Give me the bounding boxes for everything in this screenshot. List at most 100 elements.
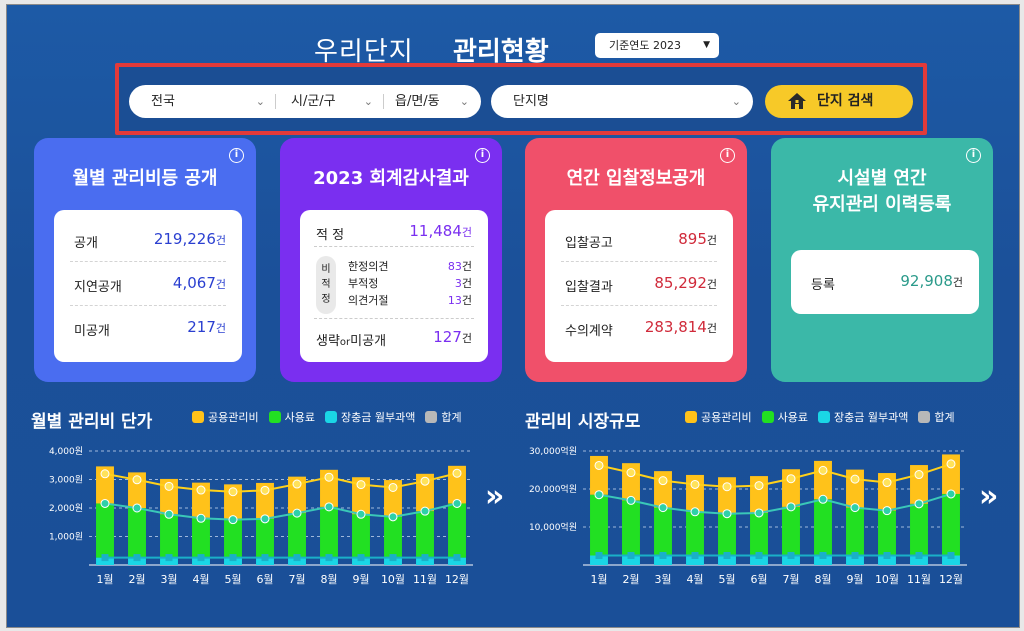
point-ltr xyxy=(133,554,141,562)
point-ltr xyxy=(851,552,859,559)
point-usage xyxy=(626,495,636,505)
city-select-label: 시/군/구 xyxy=(291,94,336,109)
point-usage xyxy=(658,503,668,513)
point-total xyxy=(100,469,110,479)
stat-value: 11,484건 xyxy=(409,222,472,240)
stat-label: 적 정 xyxy=(316,228,345,243)
bar-ltr xyxy=(942,555,960,565)
point-ltr xyxy=(325,554,333,562)
year-select[interactable]: 기준연도 2023 ▼ xyxy=(595,33,719,58)
point-usage xyxy=(594,490,604,500)
legend-item: 사용료 xyxy=(761,409,808,425)
info-icon[interactable]: i xyxy=(966,148,981,163)
stat-row: 공개 219,226건 xyxy=(70,218,226,262)
card-title-line2: 유지관리 이력등록 xyxy=(812,194,952,215)
bar-usage xyxy=(686,511,704,556)
card-stats: 적 정 11,484건 비 적 정 한정의견 부적정 의견거절 83건 3건 13건… xyxy=(300,210,488,362)
point-total xyxy=(626,468,636,478)
point-total xyxy=(722,482,732,492)
bar-usage xyxy=(160,514,178,558)
point-usage xyxy=(356,509,366,519)
stat-value: 895건 xyxy=(678,230,717,248)
line-usage xyxy=(104,502,458,521)
next-arrow-icon[interactable]: » xyxy=(485,479,505,514)
card-title: 연간 입찰정보공개 xyxy=(566,168,706,189)
stat-row: 미공개 217건 xyxy=(70,306,226,350)
point-ltr xyxy=(389,554,397,562)
point-ltr xyxy=(723,552,731,559)
region-select[interactable]: 전국 ⌄ xyxy=(151,85,271,118)
stat-label: 입찰공고 xyxy=(565,236,613,251)
point-total xyxy=(324,472,334,482)
point-usage xyxy=(132,503,142,513)
town-select[interactable]: 읍/면/동 ⌄ xyxy=(395,85,475,118)
x-tick-label: 1월 xyxy=(96,573,113,586)
bar-ltr xyxy=(160,557,178,565)
bar-ltr xyxy=(320,557,338,565)
card-bidding-info[interactable]: i 연간 입찰정보공개 입찰공고 895건 입찰결과 85,292건 수의계약 … xyxy=(525,138,747,382)
point-ltr xyxy=(691,552,699,559)
point-usage xyxy=(452,498,462,508)
stat-row: 입찰공고 895건 xyxy=(561,218,717,262)
y-tick-label: 4,000원 xyxy=(49,446,83,457)
bar-usage xyxy=(128,508,146,558)
bar-usage xyxy=(750,512,768,556)
bar-ltr xyxy=(590,555,608,565)
info-icon[interactable]: i xyxy=(720,148,735,163)
x-tick-label: 6월 xyxy=(750,573,767,586)
point-ltr xyxy=(453,554,461,562)
y-tick-label: 20,000억원 xyxy=(529,483,577,495)
bar-ltr xyxy=(686,555,704,565)
x-tick-label: 6월 xyxy=(256,573,273,586)
point-ltr xyxy=(819,552,827,559)
bar-ltr xyxy=(128,557,146,565)
x-tick-label: 3월 xyxy=(160,573,177,586)
chart-title-unit-price: 월별 관리비 단가 xyxy=(31,412,153,432)
market-size-chart: 30,000억원 20,000억원 10,000억원 1월 2월 3월 4월 5월 6월 7월 8월… xyxy=(529,445,967,586)
city-select[interactable]: 시/군/구 ⌄ xyxy=(291,85,379,118)
point-total xyxy=(132,475,142,485)
card-audit-result[interactable]: i 2023 회계감사결과 적 정 11,484건 비 적 정 한정의견 부적정 의… xyxy=(280,138,502,382)
point-ltr xyxy=(883,552,891,559)
y-tick-label: 3,000원 xyxy=(49,475,83,486)
x-tick-label: 11월 xyxy=(413,573,437,586)
bar-ltr xyxy=(416,557,434,565)
bar-common xyxy=(224,484,242,520)
point-usage xyxy=(850,503,860,513)
bar-usage xyxy=(352,514,370,558)
x-tick-label: 4월 xyxy=(686,573,703,586)
chevron-down-icon: ▼ xyxy=(703,40,710,50)
point-ltr xyxy=(627,552,635,559)
stat-label: 수의계약 xyxy=(565,324,613,339)
info-icon[interactable]: i xyxy=(229,148,244,163)
divider xyxy=(383,94,384,109)
point-total xyxy=(292,479,302,489)
search-button-label: 단지 검색 xyxy=(817,93,874,109)
info-icon[interactable]: i xyxy=(475,148,490,163)
point-ltr xyxy=(915,552,923,559)
stat-value: 127건 xyxy=(433,328,472,346)
bar-usage xyxy=(96,503,114,558)
card-facility-maintenance[interactable]: i 시설별 연간 유지관리 이력등록 등록 92,908건 xyxy=(771,138,993,382)
card-stats: 공개 219,226건 지연공개 4,067건 미공개 217건 xyxy=(54,210,242,362)
point-usage xyxy=(786,502,796,512)
y-tick-label: 1,000원 xyxy=(49,532,83,543)
region-select-label: 전국 xyxy=(151,94,175,109)
x-tick-label: 2월 xyxy=(622,573,639,586)
legend-item: 사용료 xyxy=(268,409,315,425)
complex-search-button[interactable]: 단지 검색 xyxy=(765,85,913,118)
point-ltr xyxy=(755,552,763,559)
bar-usage xyxy=(192,518,210,558)
next-arrow-icon[interactable]: » xyxy=(979,479,999,514)
bar-ltr xyxy=(622,555,640,565)
bar-ltr xyxy=(288,557,306,565)
bar-ltr xyxy=(256,557,274,565)
complex-select[interactable]: 단지명 ⌄ xyxy=(491,85,753,118)
stat-label: 입찰결과 xyxy=(565,280,613,295)
line-total xyxy=(104,472,458,493)
bar-usage xyxy=(782,506,800,556)
x-tick-label: 1월 xyxy=(590,573,607,586)
card-monthly-fee-disclosure[interactable]: i 월별 관리비등 공개 공개 219,226건 지연공개 4,067건 미공개… xyxy=(34,138,256,382)
stat-row: 입찰결과 85,292건 xyxy=(561,262,717,306)
x-tick-label: 12월 xyxy=(939,573,963,586)
